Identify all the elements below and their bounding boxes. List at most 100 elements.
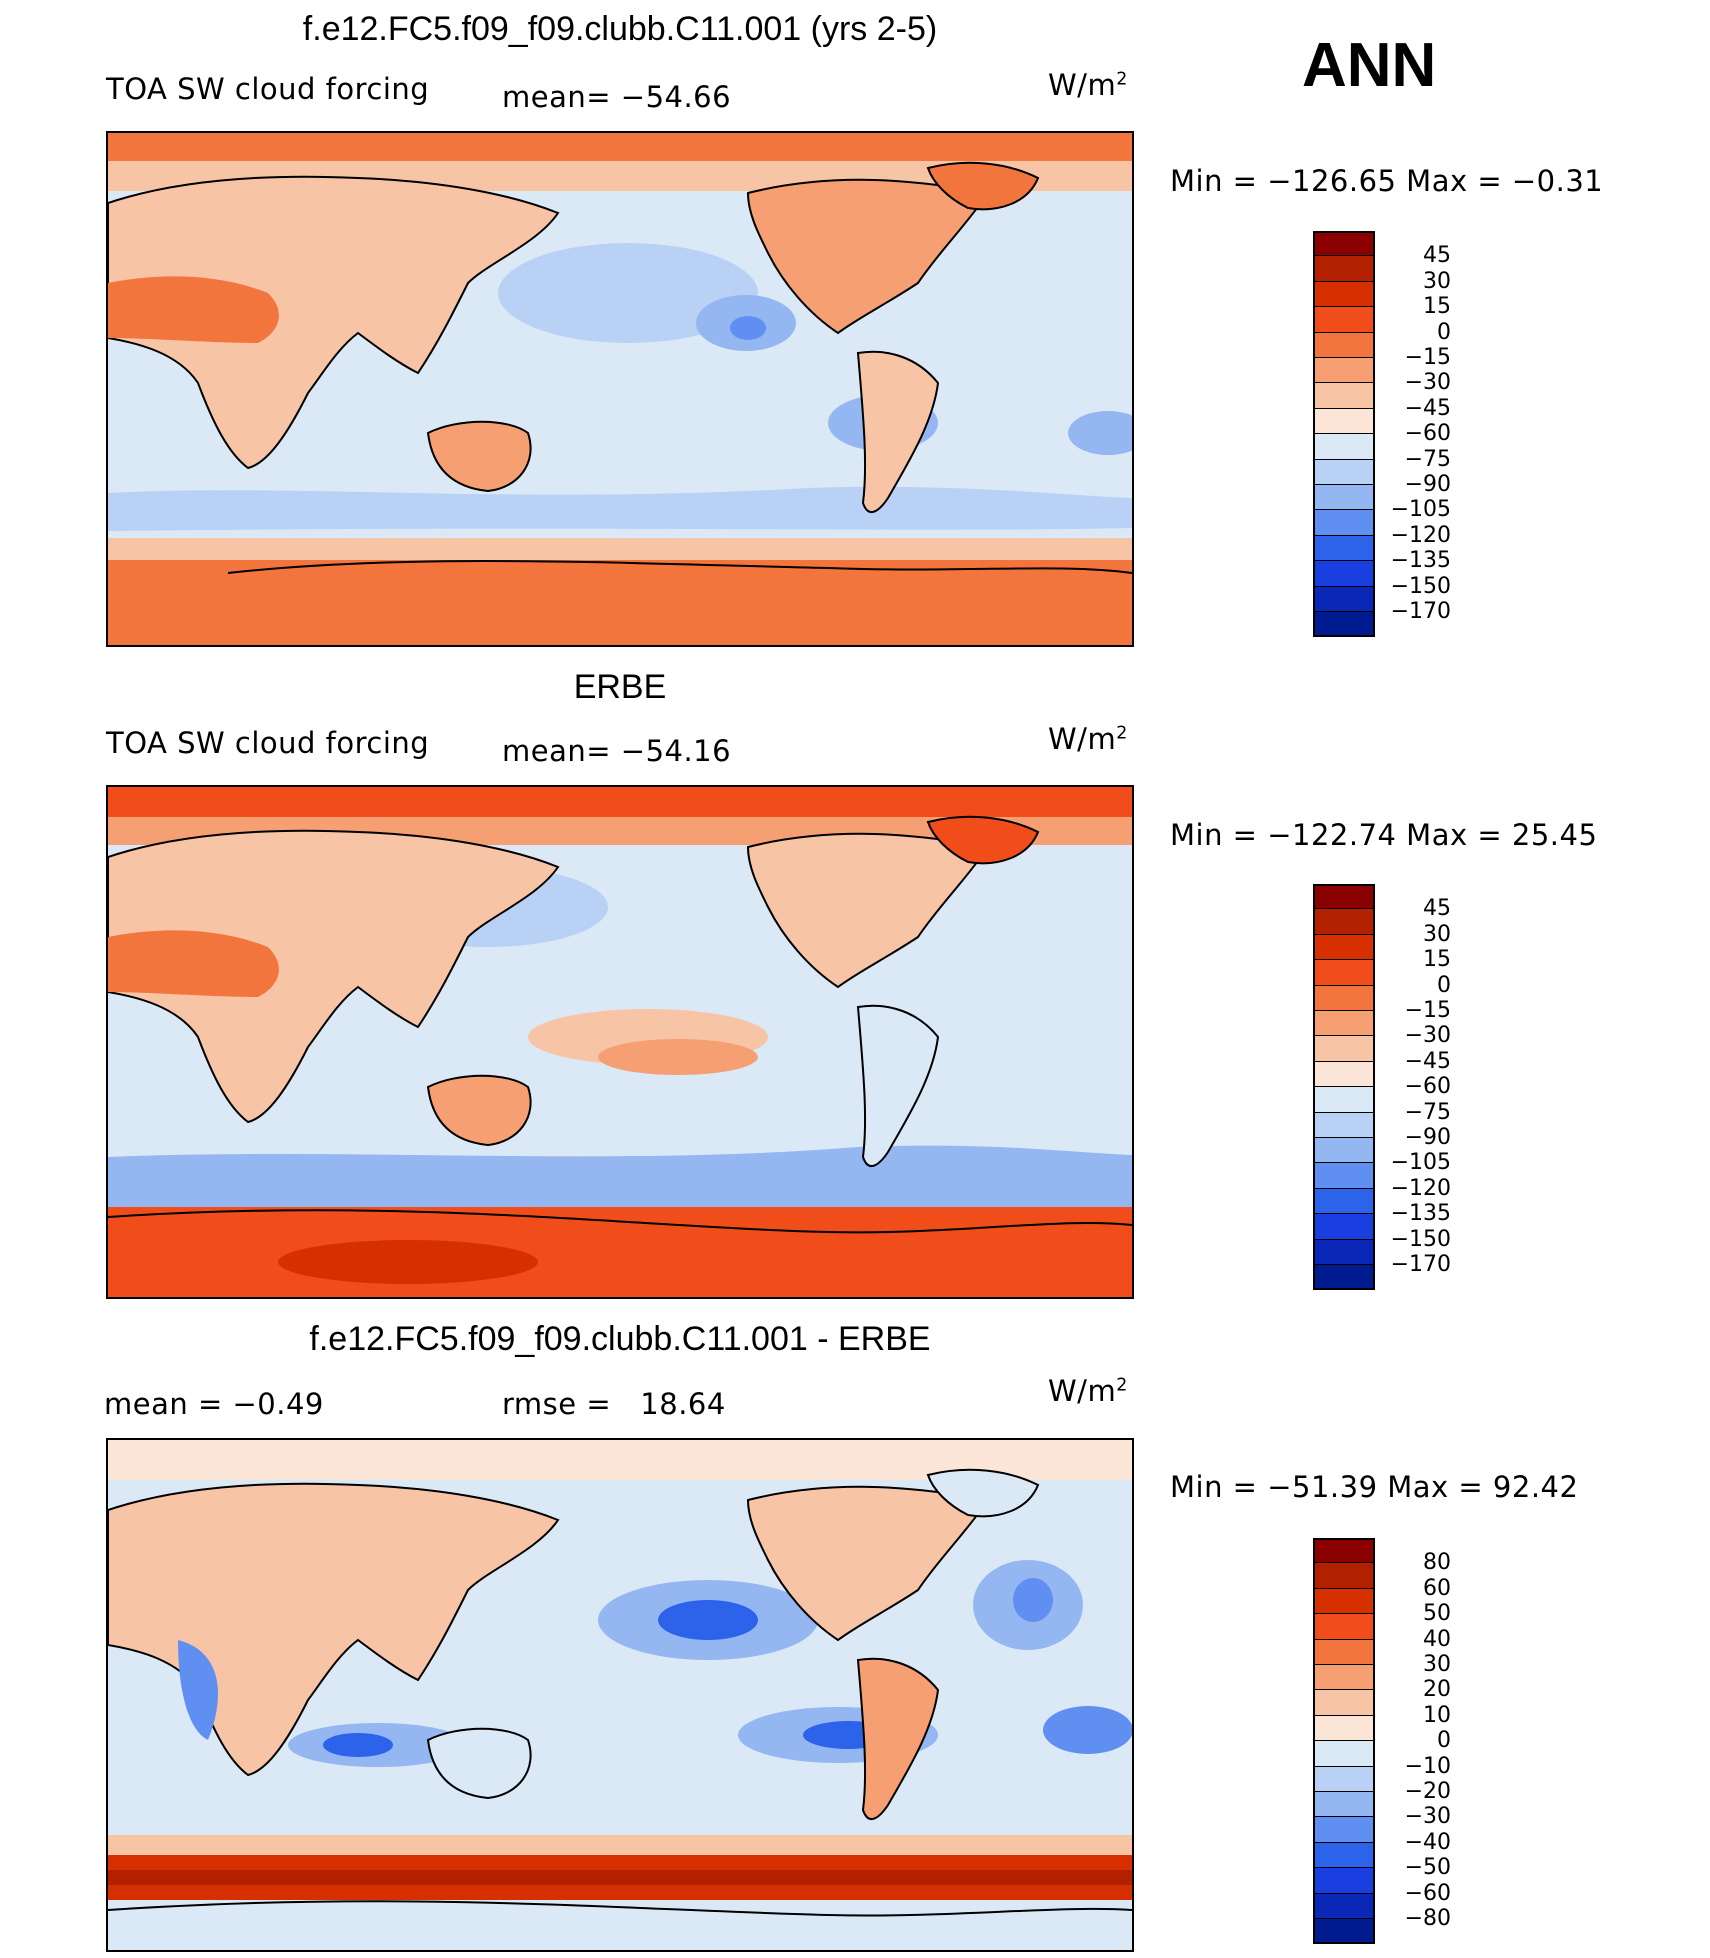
eurasia-africa-land xyxy=(108,1482,560,1777)
se-atlantic-bias xyxy=(1043,1706,1132,1754)
colorbar-box xyxy=(1313,1061,1375,1088)
colorbar-tick-label: 50 xyxy=(1423,1601,1451,1627)
colorbar-box xyxy=(1313,1792,1375,1818)
colorbar-box xyxy=(1313,1214,1375,1240)
panel-1-mean-label: mean= xyxy=(502,80,612,114)
colorbar-tick-label: 45 xyxy=(1423,896,1451,922)
colorbar-box xyxy=(1313,1665,1375,1691)
panel-1-title: f.e12.FC5.f09_f09.clubb.C11.001 (yrs 2-5… xyxy=(302,10,938,48)
colorbar-tick-label: −75 xyxy=(1404,446,1451,472)
colorbar-tick-label: −60 xyxy=(1404,1880,1451,1906)
colorbar-tick-label: −10 xyxy=(1404,1753,1451,1779)
australia-land xyxy=(426,420,532,493)
southern-warm-subband xyxy=(108,1835,1132,1855)
panel-3-map xyxy=(106,1438,1134,1952)
north-america-land xyxy=(746,1485,990,1642)
colorbar-frame xyxy=(1313,231,1375,638)
southern-ocean-bias-core xyxy=(108,1870,1132,1885)
panel-2-units: W/m2 xyxy=(1048,722,1128,756)
colorbar-tick-label: 15 xyxy=(1423,294,1451,320)
colorbar-tick-label: −105 xyxy=(1390,497,1451,523)
colorbar-tick-label: −45 xyxy=(1404,1048,1451,1074)
colorbar-tick-label: −20 xyxy=(1404,1779,1451,1804)
panel-2-mean-value: −54.16 xyxy=(620,734,732,768)
colorbar-tick-label: −150 xyxy=(1390,573,1451,599)
colorbar-box xyxy=(1313,960,1375,986)
antarctica-coastline xyxy=(108,1209,1132,1234)
colorbar-box xyxy=(1313,1842,1375,1869)
south-america-land xyxy=(856,1657,940,1820)
eurasia-africa-land xyxy=(108,175,560,470)
colorbar-box xyxy=(1313,459,1375,485)
panel-3-units: W/m2 xyxy=(1048,1374,1128,1408)
colorbar-box xyxy=(1313,561,1375,587)
north-pacific-bias-core xyxy=(658,1600,758,1640)
colorbar-tick-label: 15 xyxy=(1423,947,1451,973)
australia-land xyxy=(426,1727,532,1800)
panel-1-units: W/m2 xyxy=(1048,68,1128,102)
colorbar-tick-label: −45 xyxy=(1404,395,1451,421)
panel-3-minmax: Min = −51.39 Max = 92.42 xyxy=(1170,1470,1579,1504)
colorbar-tick-label: 80 xyxy=(1423,1550,1451,1576)
colorbar-tick-label: −120 xyxy=(1390,522,1451,548)
colorbar-box xyxy=(1313,884,1375,910)
trade-cumulus-core xyxy=(598,1039,758,1075)
colorbar-tick-label: −60 xyxy=(1404,421,1451,447)
north-pacific-cloud xyxy=(498,243,758,343)
greenland-land xyxy=(926,815,1040,865)
colorbar-box xyxy=(1313,1715,1375,1742)
arctic-band xyxy=(108,787,1132,817)
panel-2-map xyxy=(106,785,1134,1299)
colorbar-box xyxy=(1313,434,1375,460)
colorbar-tick-label: −15 xyxy=(1404,998,1451,1023)
colorbar-box xyxy=(1313,1766,1375,1792)
panel-2-units-exp: 2 xyxy=(1116,723,1128,744)
colorbar-tick-label: −135 xyxy=(1390,548,1451,574)
antarctic-core xyxy=(278,1240,538,1284)
colorbar-box xyxy=(1313,408,1375,435)
colorbar-box xyxy=(1313,909,1375,935)
colorbar-box xyxy=(1313,612,1375,638)
colorbar-box xyxy=(1313,485,1375,511)
colorbar-box xyxy=(1313,281,1375,308)
namibia-stratocumulus xyxy=(1068,411,1132,455)
panel-3-title: f.e12.FC5.f09_f09.clubb.C11.001 - ERBE xyxy=(309,1320,931,1358)
panel-3-units-exp: 2 xyxy=(1116,1375,1128,1396)
colorbar-tick-label: −105 xyxy=(1390,1150,1451,1176)
colorbar-tick-label: 45 xyxy=(1423,243,1451,269)
panel-2-variable-label: TOA SW cloud forcing xyxy=(106,726,430,760)
greenland-land xyxy=(926,161,1040,211)
panel-3-rmse-label: rmse = xyxy=(502,1387,612,1421)
colorbar-box xyxy=(1313,934,1375,961)
panel-1-variable-label: TOA SW cloud forcing xyxy=(106,72,430,106)
colorbar-tick-label: −135 xyxy=(1390,1201,1451,1227)
colorbar-tick-label: −80 xyxy=(1404,1906,1451,1931)
sahara-desert xyxy=(108,930,279,997)
north-america-land xyxy=(746,832,990,989)
panel-1-minmax: Min = −126.65 Max = −0.31 xyxy=(1170,164,1604,198)
colorbar-box xyxy=(1313,1588,1375,1615)
colorbar-tick-label: 40 xyxy=(1423,1626,1451,1652)
colorbar-tick-label: 20 xyxy=(1423,1677,1451,1703)
southern-subband xyxy=(108,538,1132,560)
panel-3-mean: mean = −0.49 xyxy=(104,1387,324,1421)
colorbar-tick-label: −150 xyxy=(1390,1226,1451,1252)
colorbar-box xyxy=(1313,1011,1375,1037)
australia-land xyxy=(426,1074,532,1147)
antarctic-band xyxy=(108,560,1132,645)
panel-3-rmse-value: 18.64 xyxy=(640,1387,726,1421)
colorbar-box xyxy=(1313,535,1375,562)
east-africa-bias xyxy=(178,1640,218,1740)
greenland-land xyxy=(926,1468,1040,1518)
colorbar-tick-label: −30 xyxy=(1404,1804,1451,1830)
arctic-band xyxy=(108,133,1132,161)
colorbar-tick-label: 0 xyxy=(1437,972,1451,998)
season-label: ANN xyxy=(1302,31,1437,100)
colorbar-tick-label: −75 xyxy=(1404,1099,1451,1125)
panel-1-mean-value: −54.66 xyxy=(620,80,732,114)
colorbar-box xyxy=(1313,1239,1375,1265)
colorbar-tick-label: −30 xyxy=(1404,1023,1451,1049)
panel-3-units-base: W/m xyxy=(1048,1374,1117,1408)
panel-3-rmse: rmse = 18.64 xyxy=(502,1387,726,1421)
colorbar-box xyxy=(1313,1741,1375,1767)
